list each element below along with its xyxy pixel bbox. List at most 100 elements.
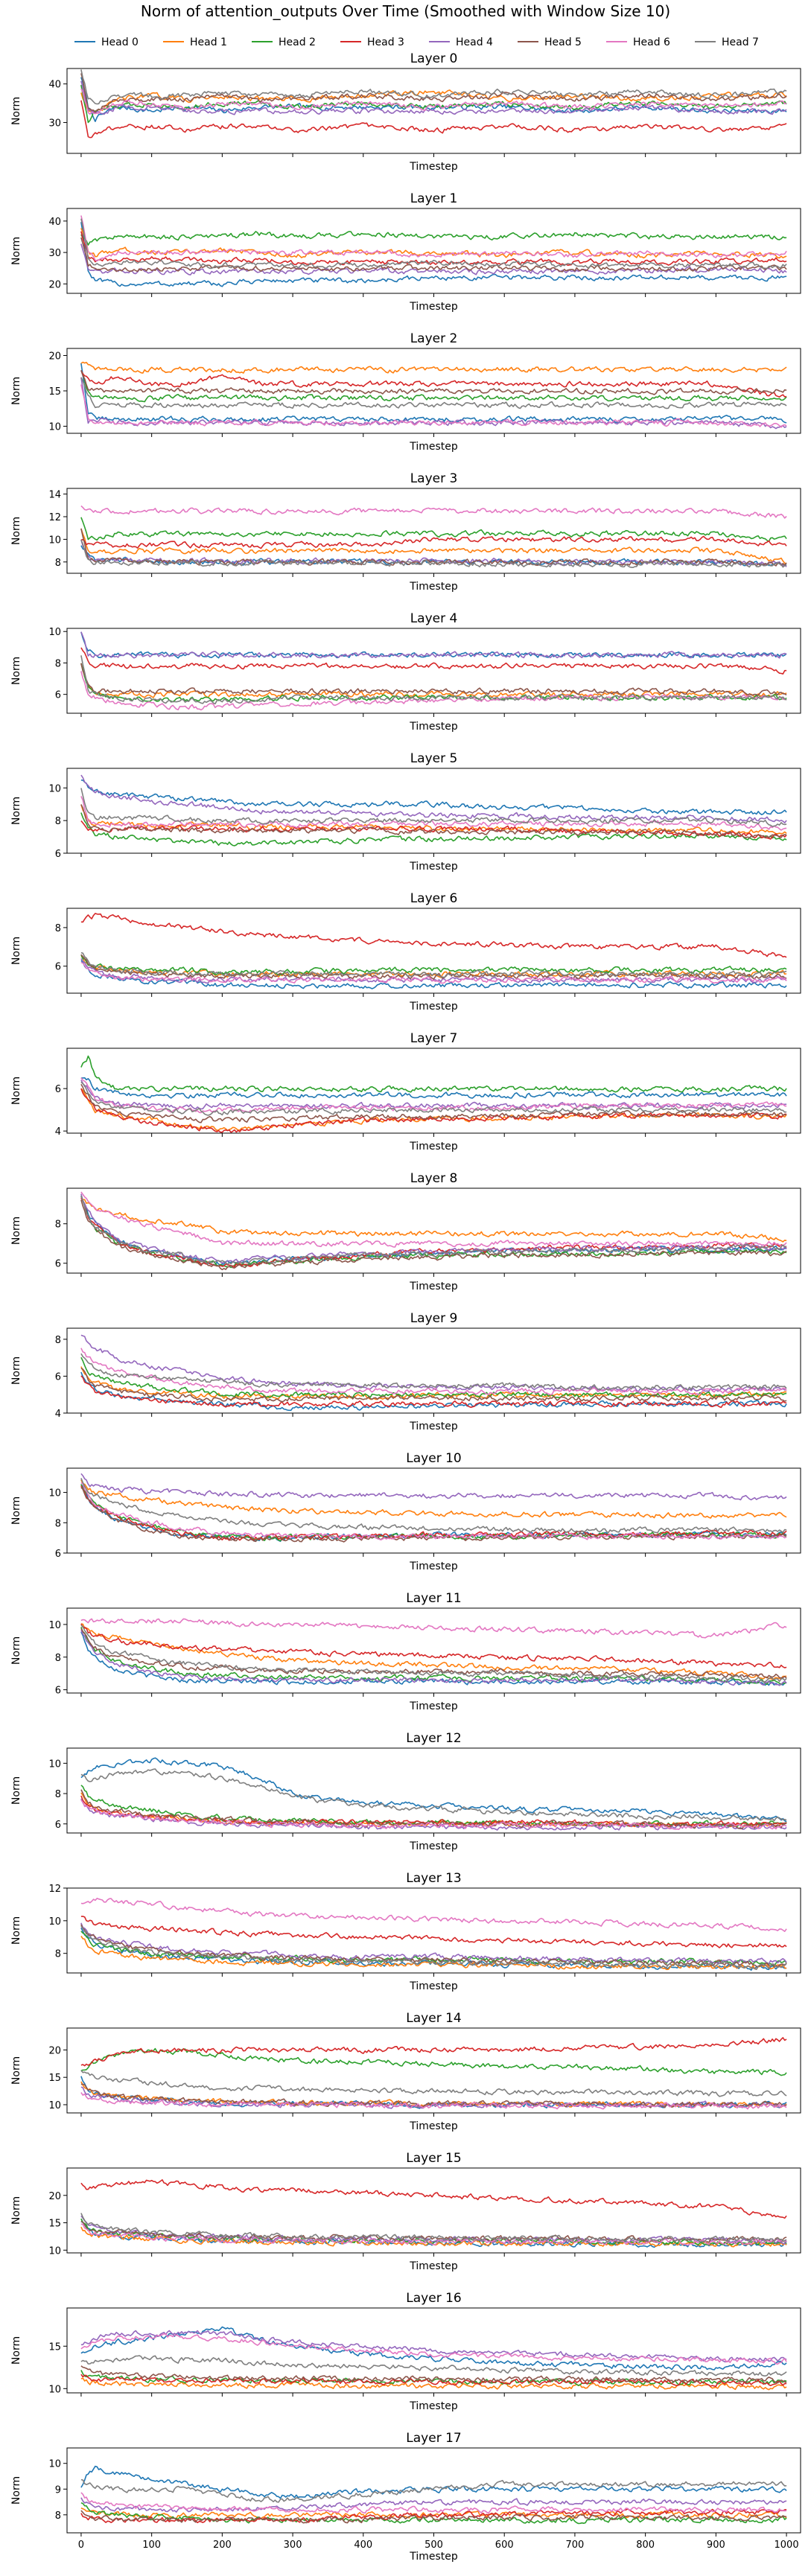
x-axis-label: Timestep [409,1560,458,1572]
series-line-head-3 [80,2037,787,2067]
x-axis-label: Timestep [409,161,458,173]
y-tick-label: 6 [55,1371,61,1383]
series-line-head-4 [80,631,787,659]
series-line-head-5 [80,528,787,567]
series-line-head-3 [80,100,787,138]
subplot-layer-8: Layer 8 6 8 Timestep Norm [10,1171,801,1292]
x-axis-label: Timestep [409,441,458,453]
y-axis-label: Norm [10,1217,22,1245]
series-line-head-3 [80,820,787,840]
legend-label-head-0: Head 0 [101,36,139,48]
series-line-head-2 [80,231,787,246]
series-line-head-6 [80,961,787,984]
panel-title-layer-6: Layer 6 [410,891,458,906]
y-tick-label: 10 [48,1620,61,1631]
y-tick-label: 40 [48,217,61,228]
series-line-head-7 [80,1081,787,1116]
y-tick-label: 10 [48,2100,61,2111]
series-line-head-5 [80,2365,787,2384]
x-axis-label: Timestep [409,1001,458,1013]
series-line-head-1 [80,361,787,374]
series-line-head-1 [80,1623,787,1680]
panel-title-layer-11: Layer 11 [406,1591,461,1606]
series-lines [80,2326,787,2391]
x-axis-label: Timestep [409,1281,458,1292]
subplot-layer-3: Layer 3 8 10 12 14 Timestep Norm [10,471,801,593]
series-lines [80,1055,787,1133]
series-line-head-2 [80,663,787,703]
subplot-layer-1: Layer 1 20 30 40 Timestep Norm [10,191,801,313]
y-tick-label: 6 [55,1259,61,1270]
series-lines [80,215,787,287]
y-axis-label: Norm [10,517,22,545]
legend-label-head-4: Head 4 [456,36,493,48]
x-axis-label: Timestep [409,861,458,873]
series-line-head-2 [80,1356,787,1399]
y-axis-label: Norm [10,1636,22,1665]
subplot-layer-2: Layer 2 10 15 20 Timestep Norm [10,331,801,453]
y-tick-label: 8 [55,2510,61,2522]
subplot-layer-13: Layer 13 8 10 12 Timestep Norm [10,1871,801,1992]
x-tick-label: 1000 [775,2540,799,2551]
y-tick-label: 12 [48,512,61,523]
subplot-layer-11: Layer 11 6 8 10 Timestep Norm [10,1591,801,1712]
panel-title-layer-9: Layer 9 [410,1311,458,1326]
y-tick-label: 15 [48,2073,61,2084]
x-tick-label: 200 [213,2540,232,2551]
y-tick-label: 6 [55,690,61,701]
series-line-head-2 [80,517,787,543]
panel-title-layer-12: Layer 12 [406,1731,461,1746]
panel-title-layer-5: Layer 5 [410,751,458,766]
y-tick-label: 9 [55,2484,61,2496]
legend-label-head-2: Head 2 [279,36,316,48]
series-line-head-7 [80,1768,787,1822]
y-tick-label: 10 [48,422,61,433]
y-tick-label: 8 [55,1653,61,1664]
y-axis-label: Norm [10,2336,22,2365]
series-line-head-6 [80,2492,787,2514]
figure-title: Norm of attention_outputs Over Time (Smo… [141,2,670,20]
legend: Head 0 Head 1 Head 2 Head 3 Head 4 Head 5 Head… [74,36,759,48]
series-line-head-5 [80,2220,787,2243]
panel-title-layer-13: Layer 13 [406,1871,461,1886]
subplot-layer-5: Layer 5 6 8 10 Timestep Norm [10,751,801,873]
y-tick-label: 6 [55,1820,61,1831]
y-axis-label: Norm [10,97,22,125]
series-line-head-5 [80,663,787,696]
y-tick-label: 8 [55,923,61,934]
series-line-head-4 [80,1080,787,1110]
panel-title-layer-0: Layer 0 [410,51,458,66]
series-line-head-1 [80,228,787,259]
series-lines [80,2465,787,2525]
series-line-head-6 [80,2333,787,2365]
legend-label-head-7: Head 7 [722,36,759,48]
x-tick-label: 800 [636,2540,655,2551]
y-axis-label: Norm [10,1077,22,1105]
y-tick-label: 20 [48,279,61,290]
y-axis-label: Norm [10,2056,22,2085]
series-line-head-4 [80,2330,787,2363]
subplot-layer-14: Layer 14 10 15 20 Timestep Norm [10,2011,801,2132]
series-line-head-4 [80,2086,787,2109]
series-line-head-0 [80,960,787,989]
subplot-layer-15: Layer 15 10 15 20 Timestep Norm [10,2151,801,2272]
x-tick-label: 100 [142,2540,161,2551]
series-lines [80,913,787,989]
y-tick-label: 15 [48,386,61,398]
series-line-head-2 [80,1055,787,1093]
series-line-head-7 [80,1353,787,1391]
subplot-layer-6: Layer 6 6 8 Timestep Norm [10,891,801,1013]
y-tick-label: 6 [55,1686,61,1697]
x-axis-label: Timestep [409,2400,458,2412]
x-axis-label: Timestep [409,2260,458,2272]
panel-title-layer-7: Layer 7 [410,1031,458,1046]
series-line-head-0 [80,1371,787,1412]
x-axis-label: Timestep [409,2120,458,2132]
series-line-head-5 [80,2510,787,2524]
series-lines [80,2037,787,2110]
y-tick-label: 40 [48,80,61,91]
series-lines [80,1618,787,1686]
series-line-head-4 [80,774,787,823]
